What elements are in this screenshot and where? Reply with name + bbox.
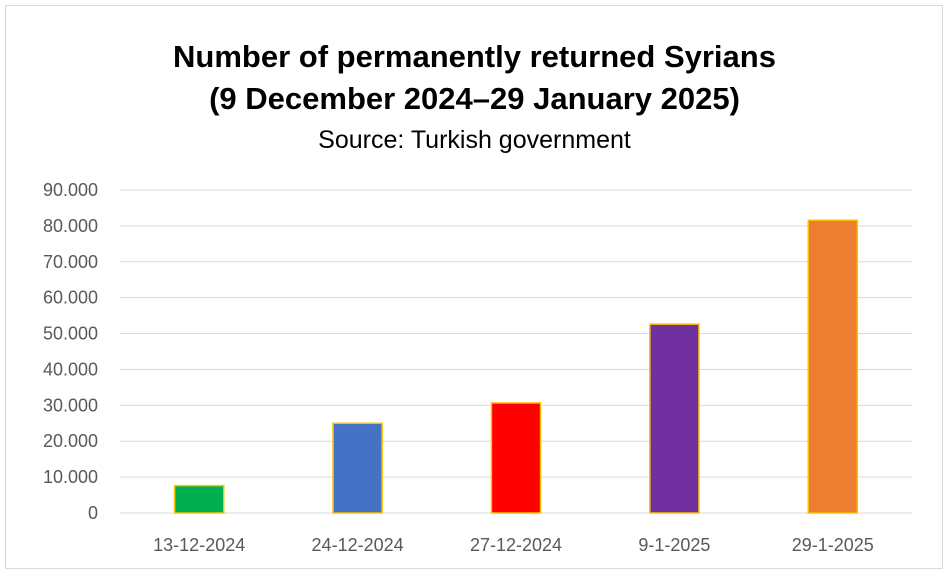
- chart-title-line-2: (9 December 2024–29 January 2025): [209, 81, 740, 116]
- chart-subtitle: Source: Turkish government: [318, 126, 631, 154]
- x-tick-label: 24-12-2024: [312, 535, 404, 555]
- y-axis-tick-labels: 0 10.000 20.000 30.000 40.000 50.000 60.000 70.…: [43, 180, 98, 523]
- x-tick-label: 29-1-2025: [792, 535, 874, 555]
- bar-24-12-2024: [332, 422, 383, 514]
- bar-27-12-2024: [490, 402, 542, 514]
- x-tick-label: 13-12-2024: [153, 535, 245, 555]
- y-tick-label: 40.000: [43, 359, 98, 379]
- x-axis-tick-labels: 13-12-2024 24-12-2024 27-12-2024 9-1-2025 29…: [153, 535, 874, 555]
- bar-13-12-2024: [173, 484, 225, 514]
- y-tick-label: 30.000: [43, 395, 98, 415]
- bars: [173, 219, 859, 514]
- chart-title-line-1: Number of permanently returned Syrians: [173, 39, 776, 74]
- chart-title: Number of permanently returned Syrians (…: [0, 36, 949, 120]
- chart-frame: [5, 5, 943, 569]
- y-tick-label: 0: [88, 503, 98, 523]
- y-tick-label: 20.000: [43, 431, 98, 451]
- bar-29-1-2025: [807, 219, 859, 514]
- y-tick-label: 80.000: [43, 216, 98, 236]
- y-tick-label: 90.000: [43, 180, 98, 200]
- x-tick-label: 9-1-2025: [638, 535, 710, 555]
- y-tick-label: 50.000: [43, 324, 98, 344]
- y-tick-label: 10.000: [43, 467, 98, 487]
- bar-9-1-2025: [649, 323, 700, 514]
- x-tick-label: 27-12-2024: [470, 535, 562, 555]
- y-tick-label: 70.000: [43, 252, 98, 272]
- y-tick-label: 60.000: [43, 288, 98, 308]
